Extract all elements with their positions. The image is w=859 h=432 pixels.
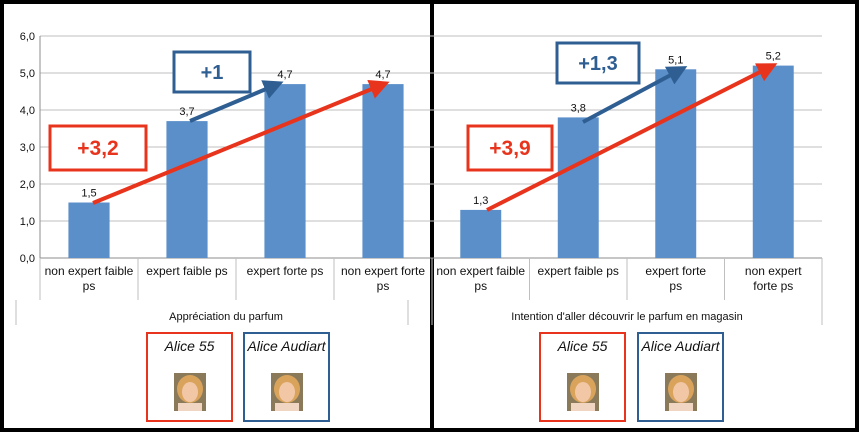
value-label: 1,3 xyxy=(473,195,488,207)
bar xyxy=(166,121,208,258)
value-label: 5,2 xyxy=(766,51,781,63)
value-label: 4,7 xyxy=(277,69,292,81)
category-label: forte ps xyxy=(753,279,793,293)
value-label: 1,5 xyxy=(81,188,96,200)
annotation-arrow xyxy=(582,66,688,124)
annotation-label: +3,9 xyxy=(489,137,530,160)
persona-card-alice-audiart-right: Alice Audiart xyxy=(637,332,724,422)
y-tick-label: 1,0 xyxy=(20,216,35,228)
bar xyxy=(362,84,404,258)
category-label: expert forte ps xyxy=(247,264,324,278)
category-label: ps xyxy=(83,279,96,293)
persona-card-alice-55-right: Alice 55 xyxy=(539,332,626,422)
category-label: expert faible ps xyxy=(146,264,227,278)
annotation-label: +1,3 xyxy=(578,53,617,75)
annotation-arrow xyxy=(486,63,778,212)
y-tick-label: 6,0 xyxy=(20,31,35,43)
annotation-arrow xyxy=(189,80,284,123)
persona-name: Alice 55 xyxy=(164,338,215,354)
persona-avatar xyxy=(567,373,599,411)
category-label: non expert faible xyxy=(45,264,134,278)
annotation-arrow xyxy=(92,80,390,205)
annotation-label: +3,2 xyxy=(77,137,118,160)
category-label: expert forte xyxy=(645,264,706,278)
value-label: 3,7 xyxy=(179,106,194,118)
persona-avatar xyxy=(271,373,303,411)
annotation-box xyxy=(48,124,148,172)
value-label: 5,1 xyxy=(668,54,683,66)
annotation-box xyxy=(172,50,252,94)
y-tick-label: 4,0 xyxy=(20,105,35,117)
persona-name: Alice 55 xyxy=(557,338,608,354)
persona-avatar xyxy=(665,373,697,411)
right-panel-frame xyxy=(430,0,859,432)
persona-name: Alice Audiart xyxy=(247,338,326,354)
chart-1: 0,0 1,0 2,0 3,0 4,0 5,0 6,0 1,5 non expert faibl… xyxy=(15,31,433,325)
bar xyxy=(68,202,110,258)
y-tick-label: 0,0 xyxy=(20,253,35,265)
category-label: ps xyxy=(669,279,682,293)
y-tick-label: 5,0 xyxy=(20,68,35,80)
bar xyxy=(264,84,306,258)
x-axis-label: Appréciation du parfum xyxy=(169,311,283,323)
x-axis-label: Intention d'aller découvrir le parfum en… xyxy=(511,311,742,323)
bar xyxy=(752,65,794,258)
value-label: 3,8 xyxy=(571,102,586,114)
category-label: non expert xyxy=(745,264,802,278)
annotation-box xyxy=(466,124,554,172)
annotation-box xyxy=(555,41,641,85)
persona-name: Alice Audiart xyxy=(641,338,720,354)
persona-card-alice-audiart-left: Alice Audiart xyxy=(243,332,330,422)
category-label: expert faible ps xyxy=(538,264,619,278)
persona-avatar xyxy=(174,373,206,411)
category-label: ps xyxy=(474,279,487,293)
y-tick-label: 3,0 xyxy=(20,142,35,154)
bar xyxy=(460,209,502,258)
bar xyxy=(655,69,697,258)
value-label: 4,7 xyxy=(375,69,390,81)
persona-card-alice-55-left: Alice 55 xyxy=(146,332,233,422)
annotation-label: +1 xyxy=(201,62,224,84)
bar xyxy=(557,117,599,259)
category-label: non expert forte xyxy=(341,264,425,278)
y-tick-label: 2,0 xyxy=(20,179,35,191)
category-label: non expert faible xyxy=(436,264,525,278)
category-label: ps xyxy=(377,279,390,293)
